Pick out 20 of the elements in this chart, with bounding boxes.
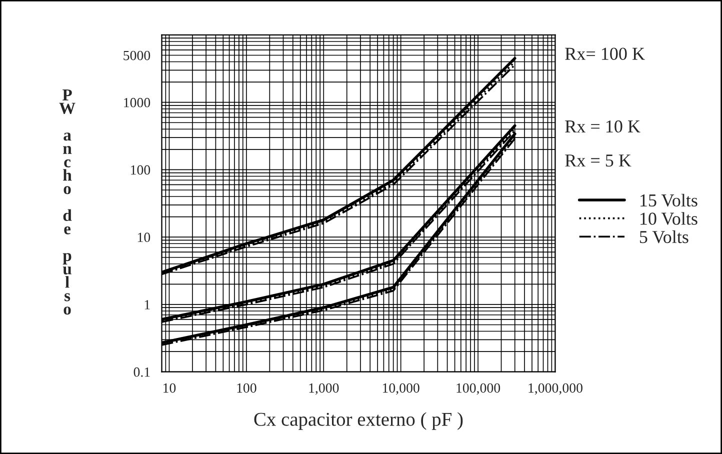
x-tick-label: 10,000	[382, 383, 420, 395]
legend-label: 15 Volts	[640, 194, 698, 207]
y-tick-label: 1	[144, 300, 150, 310]
x-tick-label: 10	[163, 383, 176, 393]
text: Rx = 10 K	[565, 120, 640, 133]
x-tick-label: 1,000,000	[528, 383, 582, 395]
legend-label: 10 Volts	[640, 212, 698, 225]
text: Rx = 5 K	[565, 154, 632, 167]
legend-label: 5 Volts	[640, 230, 688, 244]
y-tick-label: 100	[131, 165, 150, 175]
y-tick-label: 5000	[124, 50, 150, 60]
x-axis-title: Cx capacitor externo ( pF )	[254, 412, 463, 430]
y-tick-label: 10	[138, 232, 150, 242]
x-tick-label: 1,000	[309, 383, 339, 395]
text: Rx= 100 K	[565, 48, 645, 60]
text: PW ancho de pulso	[59, 89, 76, 315]
x-tick-label: 100,000	[456, 383, 500, 395]
x-tick-label: 100	[237, 383, 256, 393]
y-tick-label: 1000	[124, 98, 150, 108]
y-tick-label: 0.1	[134, 367, 150, 377]
